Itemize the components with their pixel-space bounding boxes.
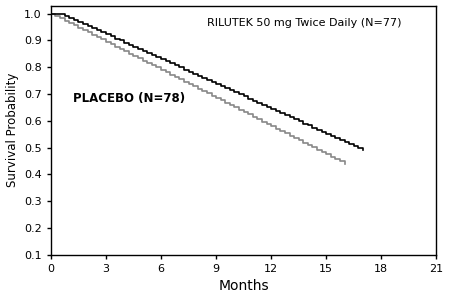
X-axis label: Months: Months — [218, 280, 269, 293]
Text: PLACEBO (N=78): PLACEBO (N=78) — [73, 91, 185, 105]
Y-axis label: Survival Probability: Survival Probability — [5, 73, 18, 187]
Text: RILUTEK 50 mg Twice Daily (N=77): RILUTEK 50 mg Twice Daily (N=77) — [207, 18, 401, 28]
